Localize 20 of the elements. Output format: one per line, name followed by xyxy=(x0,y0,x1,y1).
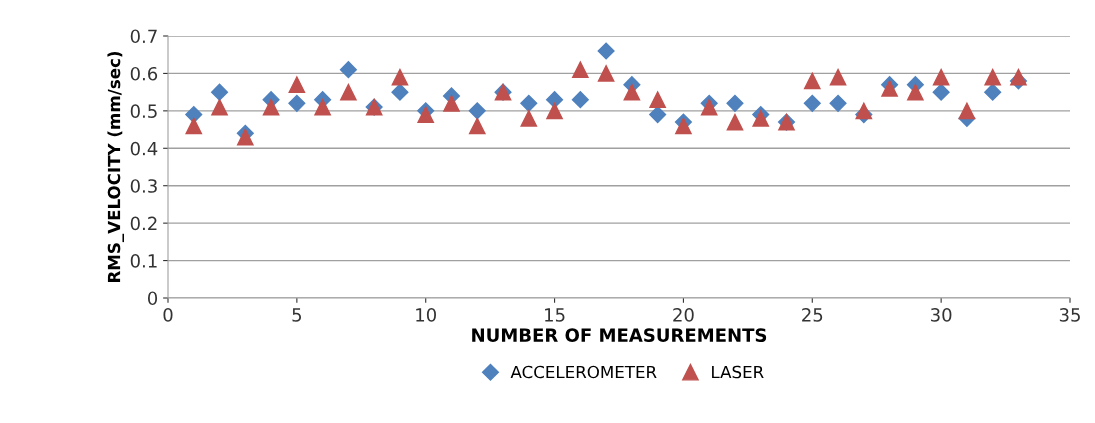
y-tick-label: 0.1 xyxy=(130,254,157,268)
y-tick-label: 0.2 xyxy=(130,216,157,231)
y-tick-label: 0.7 xyxy=(130,29,157,44)
x-tick-label: 25 xyxy=(802,308,823,322)
x-tick-label: 10 xyxy=(416,308,436,322)
x-tick-label: 15 xyxy=(545,308,565,322)
y-tick-label: 0.5 xyxy=(130,104,157,118)
x-tick-label: 35 xyxy=(1059,308,1080,322)
legend-label: LASER xyxy=(712,365,764,379)
y-tick-label: 0.4 xyxy=(130,141,158,156)
x-tick-label: 30 xyxy=(931,308,952,322)
x-tick-label: 5 xyxy=(292,308,302,322)
y-axis-title: RMS_VELOCITY (mm/sec) xyxy=(107,51,125,282)
x-tick-label: 0 xyxy=(163,308,173,322)
legend-label: ACCELEROMETER xyxy=(510,365,657,379)
y-tick-label: 0.3 xyxy=(130,179,157,193)
x-axis-title: NUMBER OF MEASUREMENTS xyxy=(472,328,767,342)
y-tick-label: 0 xyxy=(147,291,158,306)
y-tick-label: 0.6 xyxy=(130,66,158,81)
x-tick-label: 20 xyxy=(673,308,694,322)
